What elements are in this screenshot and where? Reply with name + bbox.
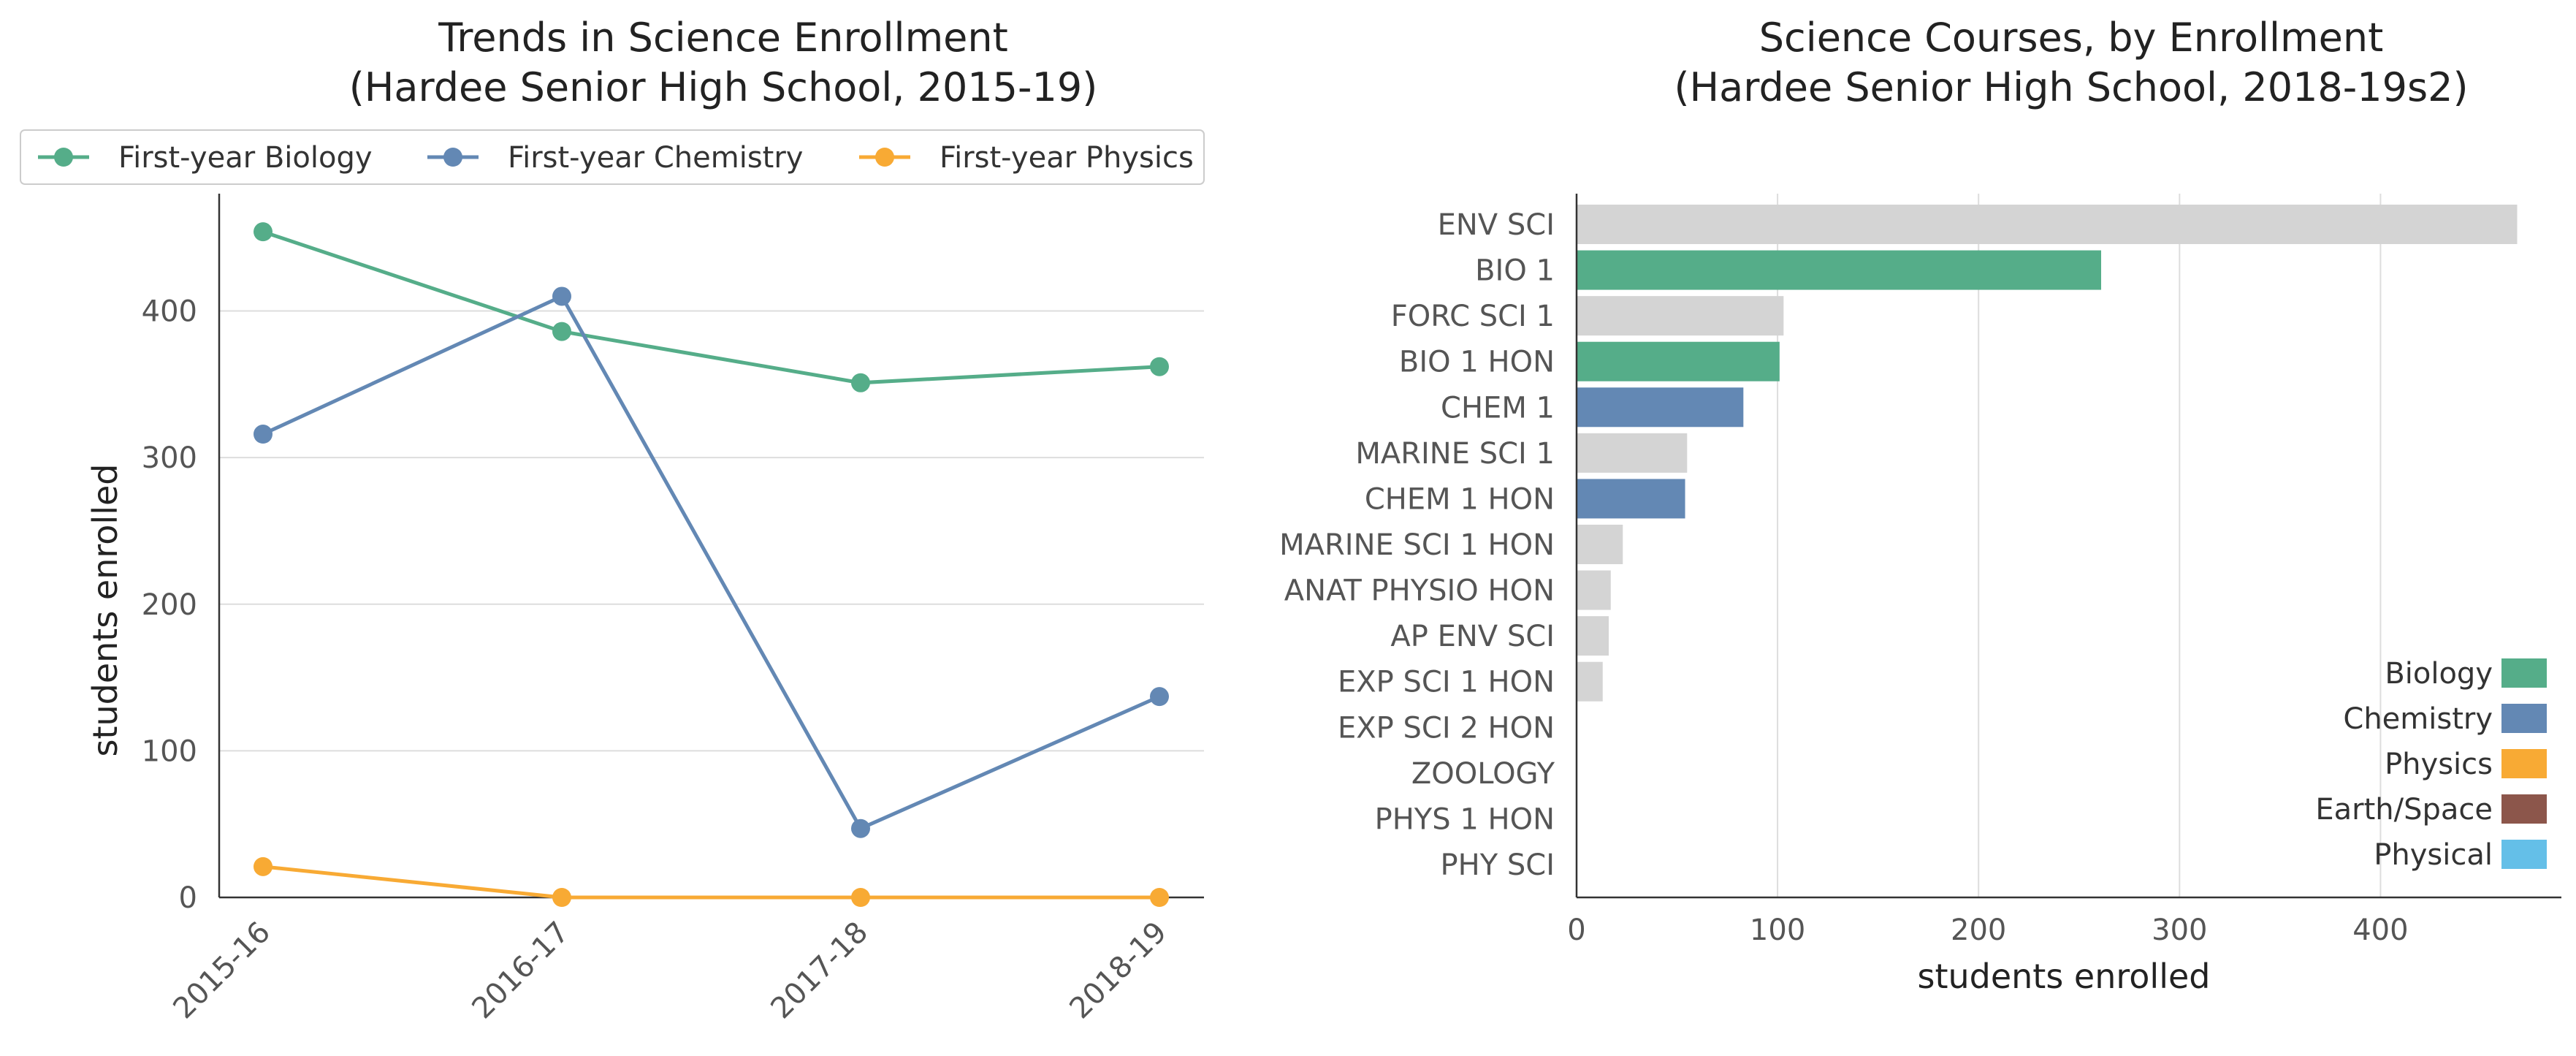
category-label: BIO 1 HON bbox=[1399, 346, 1555, 379]
data-point bbox=[851, 818, 870, 838]
y-tick-label: 300 bbox=[142, 441, 197, 475]
data-point bbox=[1150, 888, 1169, 907]
category-label: ANAT PHYSIO HON bbox=[1284, 574, 1555, 608]
y-tick-label: 400 bbox=[142, 295, 197, 329]
category-label: AP ENV SCI bbox=[1390, 620, 1555, 653]
line-chart-legend: First-year Biology First-year Chemistry Fi… bbox=[20, 129, 1205, 185]
bar bbox=[1577, 661, 1603, 702]
bar bbox=[1577, 479, 1685, 519]
bar bbox=[1577, 524, 1623, 564]
legend-swatch bbox=[2501, 658, 2547, 688]
x-tick-label: 0 bbox=[1567, 913, 1585, 947]
data-point bbox=[254, 425, 273, 444]
legend-swatch bbox=[2501, 840, 2547, 869]
bar bbox=[1577, 570, 1611, 610]
category-label: ZOOLOGY bbox=[1411, 757, 1555, 791]
category-label: ENV SCI bbox=[1438, 208, 1555, 242]
x-tick-label: 2017-18 bbox=[764, 916, 874, 1026]
category-label: PHY SCI bbox=[1441, 848, 1555, 882]
bar bbox=[1577, 341, 1780, 381]
legend-label: First-year Physics bbox=[940, 141, 1194, 175]
category-label: MARINE SCI 1 HON bbox=[1279, 528, 1555, 562]
bar bbox=[1577, 433, 1688, 473]
x-tick-label: 100 bbox=[1750, 913, 1805, 947]
bar bbox=[1577, 296, 1784, 336]
legend-label: First-year Biology bbox=[118, 141, 373, 175]
data-point bbox=[552, 286, 571, 306]
legend-label: Physics bbox=[2385, 748, 2493, 781]
legend-swatch bbox=[2501, 704, 2547, 733]
category-label: MARINE SCI 1 bbox=[1355, 437, 1555, 471]
legend-marker bbox=[875, 148, 894, 167]
data-point bbox=[254, 856, 273, 876]
data-point bbox=[254, 222, 273, 242]
line-chart-title: Trends in Science Enrollment bbox=[438, 15, 1008, 61]
legend-label: First-year Chemistry bbox=[508, 141, 803, 175]
bar bbox=[1577, 387, 1744, 428]
legend-label: Biology bbox=[2385, 657, 2493, 691]
bar-chart-plot: 0 100 200 300 400 ENV SCI BIO 1 FORC SCI 1 BIO 1… bbox=[1279, 194, 2561, 947]
line-chart-ylabel: students enrolled bbox=[85, 464, 125, 757]
bar bbox=[1577, 205, 2518, 244]
legend-marker bbox=[54, 148, 73, 167]
category-label: BIO 1 bbox=[1475, 254, 1555, 288]
x-tick-label: 2018-19 bbox=[1063, 916, 1173, 1026]
bar bbox=[1577, 616, 1609, 656]
legend-swatch bbox=[2501, 794, 2547, 824]
data-point bbox=[851, 373, 870, 392]
category-label: CHEM 1 HON bbox=[1365, 482, 1555, 516]
legend-swatch bbox=[2501, 749, 2547, 778]
data-point bbox=[1150, 357, 1169, 376]
line-chart-plot: 0 100 200 300 400 2015-16 2016-17 2017-18 2018-1… bbox=[142, 194, 1204, 1025]
category-label: EXP SCI 1 HON bbox=[1338, 666, 1555, 699]
y-tick-label: 100 bbox=[142, 734, 197, 768]
category-label: PHYS 1 HON bbox=[1375, 802, 1555, 836]
legend-marker bbox=[443, 148, 462, 167]
data-point bbox=[552, 888, 571, 907]
y-tick-label: 200 bbox=[142, 588, 197, 622]
series-line bbox=[262, 294, 1161, 831]
category-label: EXP SCI 2 HON bbox=[1338, 711, 1555, 745]
legend-label: Physical bbox=[2374, 838, 2493, 872]
x-tick-label: 2016-17 bbox=[465, 916, 576, 1026]
legend-label: Chemistry bbox=[2343, 702, 2493, 736]
data-point bbox=[552, 322, 571, 341]
category-label: CHEM 1 bbox=[1441, 391, 1555, 425]
bar-chart-subtitle: (Hardee Senior High School, 2018-19s2) bbox=[1674, 64, 2468, 110]
series-line bbox=[262, 865, 1159, 900]
series-line bbox=[262, 229, 1160, 385]
x-tick-label: 2015-16 bbox=[167, 916, 277, 1026]
data-point bbox=[851, 888, 870, 907]
bar bbox=[1577, 250, 2102, 290]
x-tick-label: 300 bbox=[2152, 913, 2207, 947]
category-label: FORC SCI 1 bbox=[1391, 300, 1555, 333]
legend-frame bbox=[20, 129, 1205, 185]
y-tick-label: 0 bbox=[179, 881, 197, 915]
x-tick-label: 400 bbox=[2352, 913, 2408, 947]
legend-label: Earth/Space bbox=[2315, 793, 2493, 827]
bar-chart-title: Science Courses, by Enrollment bbox=[1759, 15, 2384, 61]
line-chart-subtitle: (Hardee Senior High School, 2015-19) bbox=[349, 64, 1098, 110]
x-tick-label: 200 bbox=[1951, 913, 2006, 947]
bar-chart-xlabel: students enrolled bbox=[1918, 957, 2211, 996]
data-point bbox=[1150, 687, 1169, 707]
